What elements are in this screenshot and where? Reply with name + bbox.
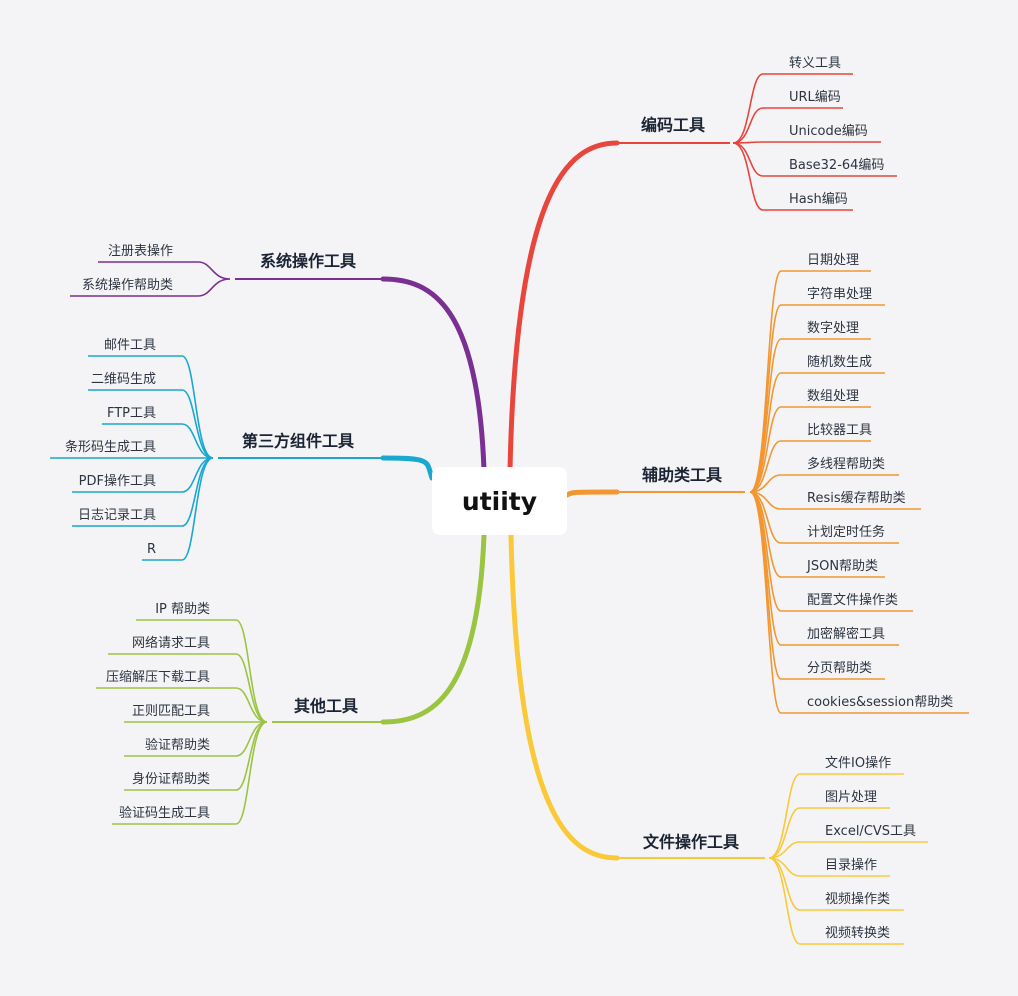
branch-label-file[interactable]: 文件操作工具 xyxy=(643,833,739,852)
leaf-connector xyxy=(235,721,268,791)
leaf-node-label[interactable]: 计划定时任务 xyxy=(807,524,885,540)
leaf-connector xyxy=(768,857,801,945)
leaf-connector xyxy=(235,619,268,723)
branch-label-encoding[interactable]: 编码工具 xyxy=(641,116,705,135)
leaf-connector xyxy=(181,457,214,561)
leaf-node-label[interactable]: cookies&session帮助类 xyxy=(807,695,953,710)
leaf-node-label[interactable]: 日期处理 xyxy=(807,253,859,268)
leaf-connector xyxy=(181,457,214,527)
leaf-node-label[interactable]: Hash编码 xyxy=(789,192,848,207)
leaf-node-label[interactable]: 配置文件操作类 xyxy=(807,592,898,608)
mind-map-nodes: 编码工具 转义工具 URL编码 Unicode编码 Base32-64编码 Hash编码辅… xyxy=(65,56,953,941)
leaf-node-label[interactable]: 验证帮助类 xyxy=(145,737,210,753)
leaf-connector xyxy=(749,491,782,714)
branch-label-helpers[interactable]: 辅助类工具 xyxy=(642,466,722,485)
leaf-connector xyxy=(749,338,782,493)
leaf-node-label[interactable]: 二维码生成 xyxy=(91,372,156,387)
leaf-node-label[interactable]: JSON帮助类 xyxy=(806,559,878,574)
leaf-node-label[interactable]: 随机数生成 xyxy=(807,355,872,370)
leaf-node-label[interactable]: 注册表操作 xyxy=(108,243,173,259)
branch-label-thirdparty[interactable]: 第三方组件工具 xyxy=(242,432,354,451)
leaf-node-label[interactable]: 字符串处理 xyxy=(807,286,872,302)
leaf-connector xyxy=(768,773,801,859)
leaf-node-label[interactable]: 条形码生成工具 xyxy=(65,439,156,455)
root-node[interactable]: utiity xyxy=(432,467,567,535)
leaf-connector xyxy=(197,278,231,297)
branch-connector xyxy=(508,532,620,861)
leaf-node-label[interactable]: Resis缓存帮助类 xyxy=(807,491,906,506)
leaf-node-label[interactable]: URL编码 xyxy=(789,90,841,105)
leaf-node-label[interactable]: 正则匹配工具 xyxy=(132,704,210,719)
leaf-connector xyxy=(768,807,801,859)
branch-connector xyxy=(380,276,487,473)
leaf-node-label[interactable]: 邮件工具 xyxy=(104,338,156,353)
leaf-node-label[interactable]: 验证码生成工具 xyxy=(119,805,210,821)
leaf-node-label[interactable]: 图片处理 xyxy=(825,790,877,805)
leaf-connector xyxy=(181,389,214,459)
leaf-node-label[interactable]: 日志记录工具 xyxy=(78,508,156,523)
leaf-node-label[interactable]: 数字处理 xyxy=(807,321,859,336)
leaf-node-label[interactable]: 系统操作帮助类 xyxy=(82,277,173,293)
branch-label-system[interactable]: 系统操作工具 xyxy=(260,252,356,271)
leaf-node-label[interactable]: 目录操作 xyxy=(825,857,877,873)
leaf-node-label[interactable]: 身份证帮助类 xyxy=(132,771,210,787)
leaf-node-label[interactable]: 网络请求工具 xyxy=(132,635,210,651)
leaf-connector xyxy=(235,687,268,723)
leaf-connector xyxy=(749,372,782,493)
leaf-node-label[interactable]: IP 帮助类 xyxy=(155,602,210,617)
branch-connector xyxy=(507,140,620,473)
leaf-node-label[interactable]: 压缩解压下载工具 xyxy=(106,669,210,685)
leaf-connector xyxy=(732,142,764,211)
leaf-node-label[interactable]: PDF操作工具 xyxy=(79,473,156,489)
leaf-connector xyxy=(181,423,214,459)
branch-connector xyxy=(380,532,487,725)
leaf-node-label[interactable]: 多线程帮助类 xyxy=(807,456,885,472)
leaf-connector xyxy=(732,107,764,144)
leaf-node-label[interactable]: Excel/CVS工具 xyxy=(825,824,916,839)
leaf-node-label[interactable]: 视频操作类 xyxy=(825,891,890,907)
leaf-node-label[interactable]: Unicode编码 xyxy=(789,124,868,139)
branch-connector xyxy=(564,489,620,498)
leaf-node-label[interactable]: 比较器工具 xyxy=(807,423,872,438)
leaf-node-label[interactable]: FTP工具 xyxy=(107,406,156,421)
leaf-connector xyxy=(235,721,268,825)
leaf-connector xyxy=(749,406,782,493)
leaf-node-label[interactable]: 视频转换类 xyxy=(825,926,890,941)
branch-label-other[interactable]: 其他工具 xyxy=(294,697,358,716)
leaf-node-label[interactable]: 文件IO操作 xyxy=(825,755,891,771)
leaf-node-label[interactable]: 加密解密工具 xyxy=(807,626,885,642)
root-label: utiity xyxy=(461,486,538,516)
leaf-connector xyxy=(197,261,231,280)
leaf-node-label[interactable]: 数组处理 xyxy=(807,389,859,404)
branch-connector xyxy=(380,455,435,481)
leaf-connector xyxy=(749,440,782,493)
leaf-node-label[interactable]: R xyxy=(147,542,156,557)
leaf-node-label[interactable]: 转义工具 xyxy=(789,56,841,71)
leaf-node-label[interactable]: 分页帮助类 xyxy=(807,661,872,676)
leaf-connector xyxy=(181,355,214,459)
leaf-node-label[interactable]: Base32-64编码 xyxy=(789,158,884,173)
leaf-connector xyxy=(235,653,268,723)
mind-map-edges xyxy=(50,73,969,945)
leaf-connector xyxy=(732,73,764,144)
